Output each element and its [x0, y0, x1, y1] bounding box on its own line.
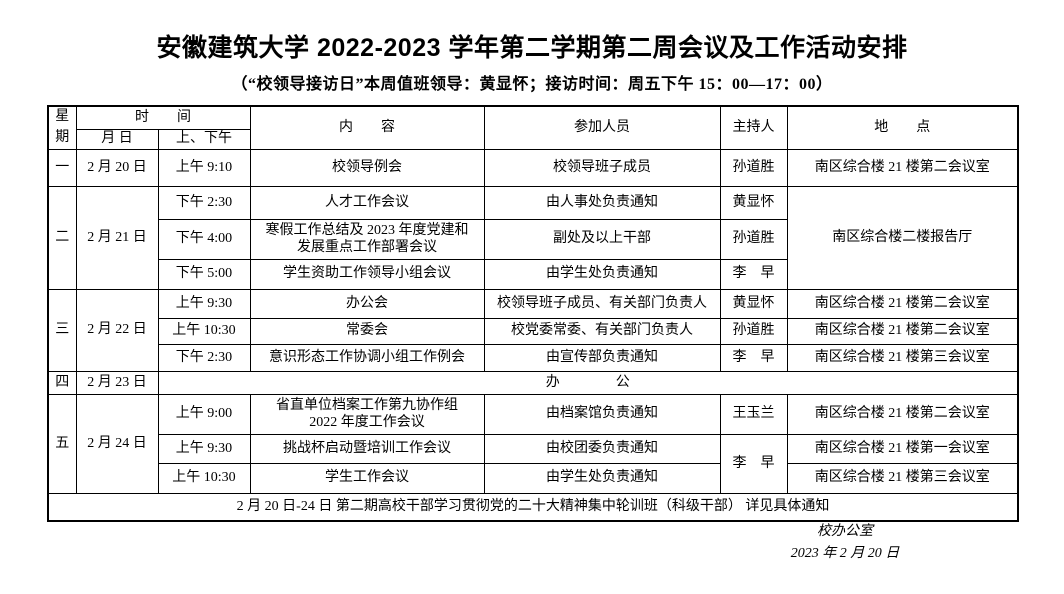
header-weekday: 星期	[47, 105, 77, 150]
cell-participants: 由校团委负责通知	[483, 433, 721, 464]
header-time: 时 间	[75, 105, 251, 130]
cell-content: 寒假工作总结及 2023 年度党建和 发展重点工作部署会议	[249, 218, 485, 260]
cell-date: 2 月 21 日	[75, 185, 159, 290]
cell-location: 南区综合楼 21 楼第二会议室	[786, 148, 1019, 187]
cell-participants: 校领导班子成员、有关部门负责人	[483, 288, 721, 319]
header-am-pm: 上、下午	[157, 128, 251, 150]
header-host: 主持人	[719, 105, 788, 150]
cell-content: 人才工作会议	[249, 185, 485, 220]
cell-location: 南区综合楼 21 楼第三会议室	[786, 343, 1019, 372]
cell-content: 常委会	[249, 317, 485, 345]
cell-participants: 副处及以上干部	[483, 218, 721, 260]
cell-weekday: 一	[47, 148, 77, 187]
page-title: 安徽建筑大学 2022-2023 学年第二学期第二周会议及工作活动安排	[156, 34, 908, 62]
cell-location: 南区综合楼二楼报告厅	[786, 185, 1019, 290]
cell-time: 上午 9:10	[157, 148, 251, 187]
table-row: 三 2 月 22 日 上午 9:30 办公会 校领导班子成员、有关部门负责人 黄…	[47, 288, 1019, 372]
cell-time: 下午 2:30	[157, 185, 251, 220]
header-month-day: 月 日	[75, 128, 159, 150]
table-row: 四 2 月 23 日 办 公	[47, 370, 1019, 395]
cell-content: 校领导例会	[249, 148, 485, 187]
table-row: 一 2 月 20 日 上午 9:10 校领导例会 校领导班子成员 孙道胜 南区综…	[47, 148, 1019, 187]
cell-week-note: 2 月 20 日-24 日 第二期高校干部学习贯彻党的二十大精神集中轮训班（科级…	[47, 492, 1019, 522]
header-row-1: 星期 时 间 内 容 参加人员 主持人 地 点	[47, 105, 1019, 150]
cell-content: 挑战杯启动暨培训工作会议	[249, 433, 485, 464]
cell-time: 上午 9:30	[157, 433, 251, 464]
header-location: 地 点	[786, 105, 1019, 150]
table-row: 上午 9:30 挑战杯启动暨培训工作会议 由校团委负责通知 李 早 南区综合楼 …	[48, 433, 1019, 494]
cell-participants: 由宣传部负责通知	[483, 343, 721, 372]
cell-host: 孙道胜	[719, 148, 788, 187]
cell-host: 孙道胜	[719, 317, 788, 345]
cell-content: 意识形态工作协调小组工作例会	[249, 343, 485, 372]
cell-host: 王玉兰	[719, 393, 788, 435]
cell-participants: 由学生处负责通知	[483, 462, 721, 494]
cell-participants: 校党委常委、有关部门负责人	[483, 317, 721, 345]
page-subtitle: （“校领导接访日”本周值班领导：黄显怀；接访时间：周五下午 15：00—17：0…	[231, 76, 833, 93]
cell-location: 南区综合楼 21 楼第二会议室	[786, 393, 1019, 435]
cell-content: 学生资助工作领导小组会议	[249, 258, 485, 290]
cell-date: 2 月 20 日	[75, 148, 159, 187]
cell-participants: 由人事处负责通知	[483, 185, 721, 220]
cell-content: 省直单位档案工作第九协作组 2022 年度工作会议	[249, 393, 485, 435]
cell-time: 下午 5:00	[157, 258, 251, 290]
cell-participants: 由学生处负责通知	[483, 258, 721, 290]
cell-location: 南区综合楼 21 楼第一会议室	[786, 433, 1019, 464]
footer-department: 校办公室	[817, 524, 873, 539]
cell-host: 黄显怀	[719, 185, 788, 220]
note-row: 2 月 20 日-24 日 第二期高校干部学习贯彻党的二十大精神集中轮训班（科级…	[47, 492, 1019, 522]
cell-host: 李 早	[719, 258, 788, 290]
table-row: 下午 5:00 学生资助工作领导小组会议 由学生处负责通知 李 早	[48, 258, 1018, 290]
cell-location: 南区综合楼 21 楼第二会议室	[786, 317, 1019, 345]
cell-host: 孙道胜	[719, 218, 788, 260]
cell-merged-content: 办 公	[157, 370, 1019, 395]
cell-host: 黄显怀	[719, 288, 788, 319]
cell-weekday: 三	[47, 288, 77, 372]
cell-time: 下午 4:00	[157, 218, 251, 260]
cell-time: 上午 9:30	[157, 288, 251, 319]
table-row: 上午 10:30 学生工作会议 由学生处负责通知 南区综合楼 21 楼第三会议室	[48, 462, 1019, 494]
cell-weekday: 四	[47, 370, 77, 395]
cell-time: 下午 2:30	[157, 343, 251, 372]
cell-date: 2 月 23 日	[75, 370, 159, 395]
cell-location: 南区综合楼 21 楼第二会议室	[786, 288, 1019, 319]
footer-date: 2023 年 2 月 20 日	[790, 546, 900, 561]
table-row: 下午 4:00 寒假工作总结及 2023 年度党建和 发展重点工作部署会议 副处…	[48, 218, 1018, 260]
table-row: 五 2 月 24 日 上午 9:00 省直单位档案工作第九协作组 2022 年度…	[47, 393, 1019, 494]
cell-host: 李 早	[719, 343, 788, 372]
table-row: 上午 10:30 常委会 校党委常委、有关部门负责人 孙道胜 南区综合楼 21 …	[48, 317, 1019, 345]
header-content: 内 容	[249, 105, 485, 150]
cell-date: 2 月 22 日	[75, 288, 159, 372]
cell-date: 2 月 24 日	[75, 393, 159, 494]
header-participants: 参加人员	[483, 105, 721, 150]
cell-content: 办公会	[249, 288, 485, 319]
cell-weekday: 二	[47, 185, 77, 290]
table-row: 二 2 月 21 日 下午 2:30 人才工作会议 由人事处负责通知 黄显怀 南…	[47, 185, 1019, 290]
table-row: 下午 2:30 意识形态工作协调小组工作例会 由宣传部负责通知 李 早 南区综合…	[48, 343, 1019, 372]
cell-content: 学生工作会议	[249, 462, 485, 494]
cell-location: 南区综合楼 21 楼第三会议室	[786, 462, 1019, 494]
cell-participants: 校领导班子成员	[483, 148, 721, 187]
cell-participants: 由档案馆负责通知	[483, 393, 721, 435]
cell-weekday: 五	[47, 393, 77, 494]
footer-signature: 校办公室 2023 年 2 月 20 日	[700, 521, 990, 565]
cell-time: 上午 10:30	[157, 317, 251, 345]
schedule-table: 星期 时 间 内 容 参加人员 主持人 地 点 月 日 上、下午 一 2 月 2…	[47, 105, 1019, 522]
cell-time: 上午 10:30	[157, 462, 251, 494]
cell-host: 李 早	[719, 433, 788, 494]
cell-time: 上午 9:00	[157, 393, 251, 435]
